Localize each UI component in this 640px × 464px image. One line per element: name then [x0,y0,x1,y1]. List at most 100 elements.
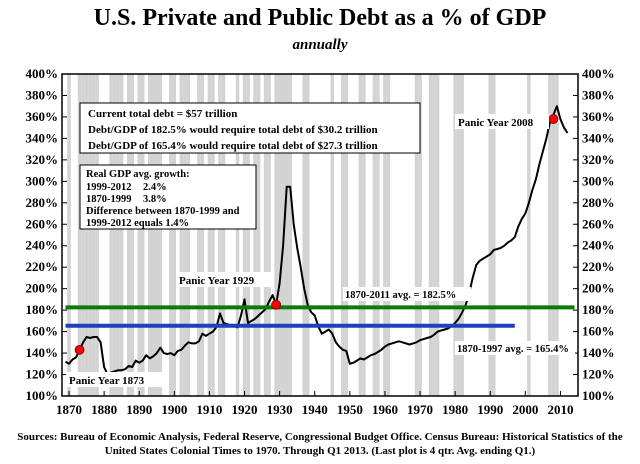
y-tick-label: 240% [26,238,59,253]
recession-bar [137,74,141,396]
recession-bar [267,74,271,396]
panic-marker [74,344,85,355]
panic-marker [548,114,559,124]
series-lines [64,105,575,376]
x-tick-label: 2010 [547,402,573,417]
y-tick-label: 300% [582,173,615,188]
y-tick-label: 200% [26,281,59,296]
y-tick-label: 280% [582,195,615,210]
recession-bar [288,74,292,396]
annotation-line: Debt/GDP of 165.4% would require total d… [88,140,378,152]
recession-bar [555,74,559,396]
recession-bar [95,74,99,396]
x-tick-label: 1930 [267,402,293,417]
recession-bar [435,74,440,396]
recession-bar [344,74,349,396]
x-tick-label: 1890 [126,402,152,417]
avg-1870-1997-label: 1870-1997 avg. = 165.4% [457,344,569,355]
y-tick-label: 180% [582,302,615,317]
recession-bar [341,74,345,396]
recession-bar [211,74,215,396]
recession-bar [169,74,173,396]
recession-bar [284,74,289,396]
y-tick-label: 300% [26,173,59,188]
recession-bar [183,74,187,396]
x-tick-label: 1920 [232,402,258,417]
y-tick-label: 260% [582,216,615,231]
growth-heading: Real GDP avg. growth: [86,169,190,180]
recession-bar [246,74,250,396]
debt-gdp-line [64,105,569,376]
recession-bar [253,74,257,396]
y-tick-label: 400% [26,66,59,81]
recession-bar [383,74,387,396]
recession-bar [453,74,457,396]
y-tick-label: 140% [582,345,615,360]
y-tick-label: 180% [26,302,59,317]
recession-bar [84,74,89,396]
recession-bar [200,74,205,396]
recession-bar [242,74,247,396]
y-tick-label: 360% [26,109,59,124]
y-tick-label: 220% [26,259,59,274]
recession-bar [302,74,306,396]
source-note: Sources: Bureau of Economic Analysis, Fe… [17,431,623,457]
y-tick-label: 260% [26,216,59,231]
recession-bar [362,74,366,396]
x-tick-label: 1980 [442,402,468,417]
y-tick-label: 380% [582,87,615,102]
panic-2008-label: Panic Year 2008 [458,117,534,129]
x-tick-label: 1880 [91,402,117,417]
recession-bar [140,74,145,396]
recession-bar [88,74,92,396]
recession-bar [527,74,531,396]
y-axis-right: 100% 120% 140% 160% 180% 200% 220% 240% 260% 280%… [573,66,615,403]
y-tick-label: 320% [582,152,615,167]
recession-bar [256,74,261,396]
recession-bar [488,74,492,396]
recession-bar [158,74,163,396]
y-tick-label: 320% [26,152,59,167]
recession-bar [551,74,556,396]
y-tick-label: 380% [26,87,59,102]
recession-bar [112,74,117,396]
x-tick-label: 1870 [56,402,82,417]
recession-bar [456,74,461,396]
growth-period: 1870-1999 [86,194,132,205]
panic-1929-label: Panic Year 1929 [179,275,255,287]
recession-bar [460,74,464,396]
x-tick-label: 2000 [512,402,538,417]
y-tick-label: 220% [582,259,615,274]
recession-bar [330,74,335,396]
recession-bar [263,74,268,396]
recession-bar [432,74,436,396]
recession-bar [179,74,184,396]
recession-bars [67,74,559,396]
x-tick-label: 1940 [302,402,328,417]
y-tick-label: 160% [582,324,615,339]
recession-bar [274,74,278,396]
recession-bar [119,74,124,396]
recession-bar [218,74,222,396]
gdp-growth-box: Real GDP avg. growth: 1999-2012 2.4% 187… [79,164,257,230]
y-tick-label: 240% [582,238,615,253]
y-axis-left: 100% 120% 140% 160% 180% 200% 220% 240% 260% 280%… [26,66,67,403]
recession-bar [197,74,201,396]
panic-markers [74,114,559,355]
debt-annotation-box: Current total debt = $57 trillion Debt/G… [79,102,421,154]
recession-bar [116,74,120,396]
y-tick-label: 340% [582,130,615,145]
y-tick-label: 160% [26,324,59,339]
growth-value: 3.8% [143,194,167,205]
recession-bar [305,74,310,396]
panic-marker [271,299,282,310]
panic-1873-label: Panic Year 1873 [69,375,145,387]
x-tick-label: 1900 [161,402,187,417]
y-tick-label: 120% [582,367,615,382]
recession-bar [91,74,96,396]
recession-bar [77,74,82,396]
recession-bar [81,74,85,396]
recession-bar [386,74,391,396]
recession-bar [126,74,131,396]
